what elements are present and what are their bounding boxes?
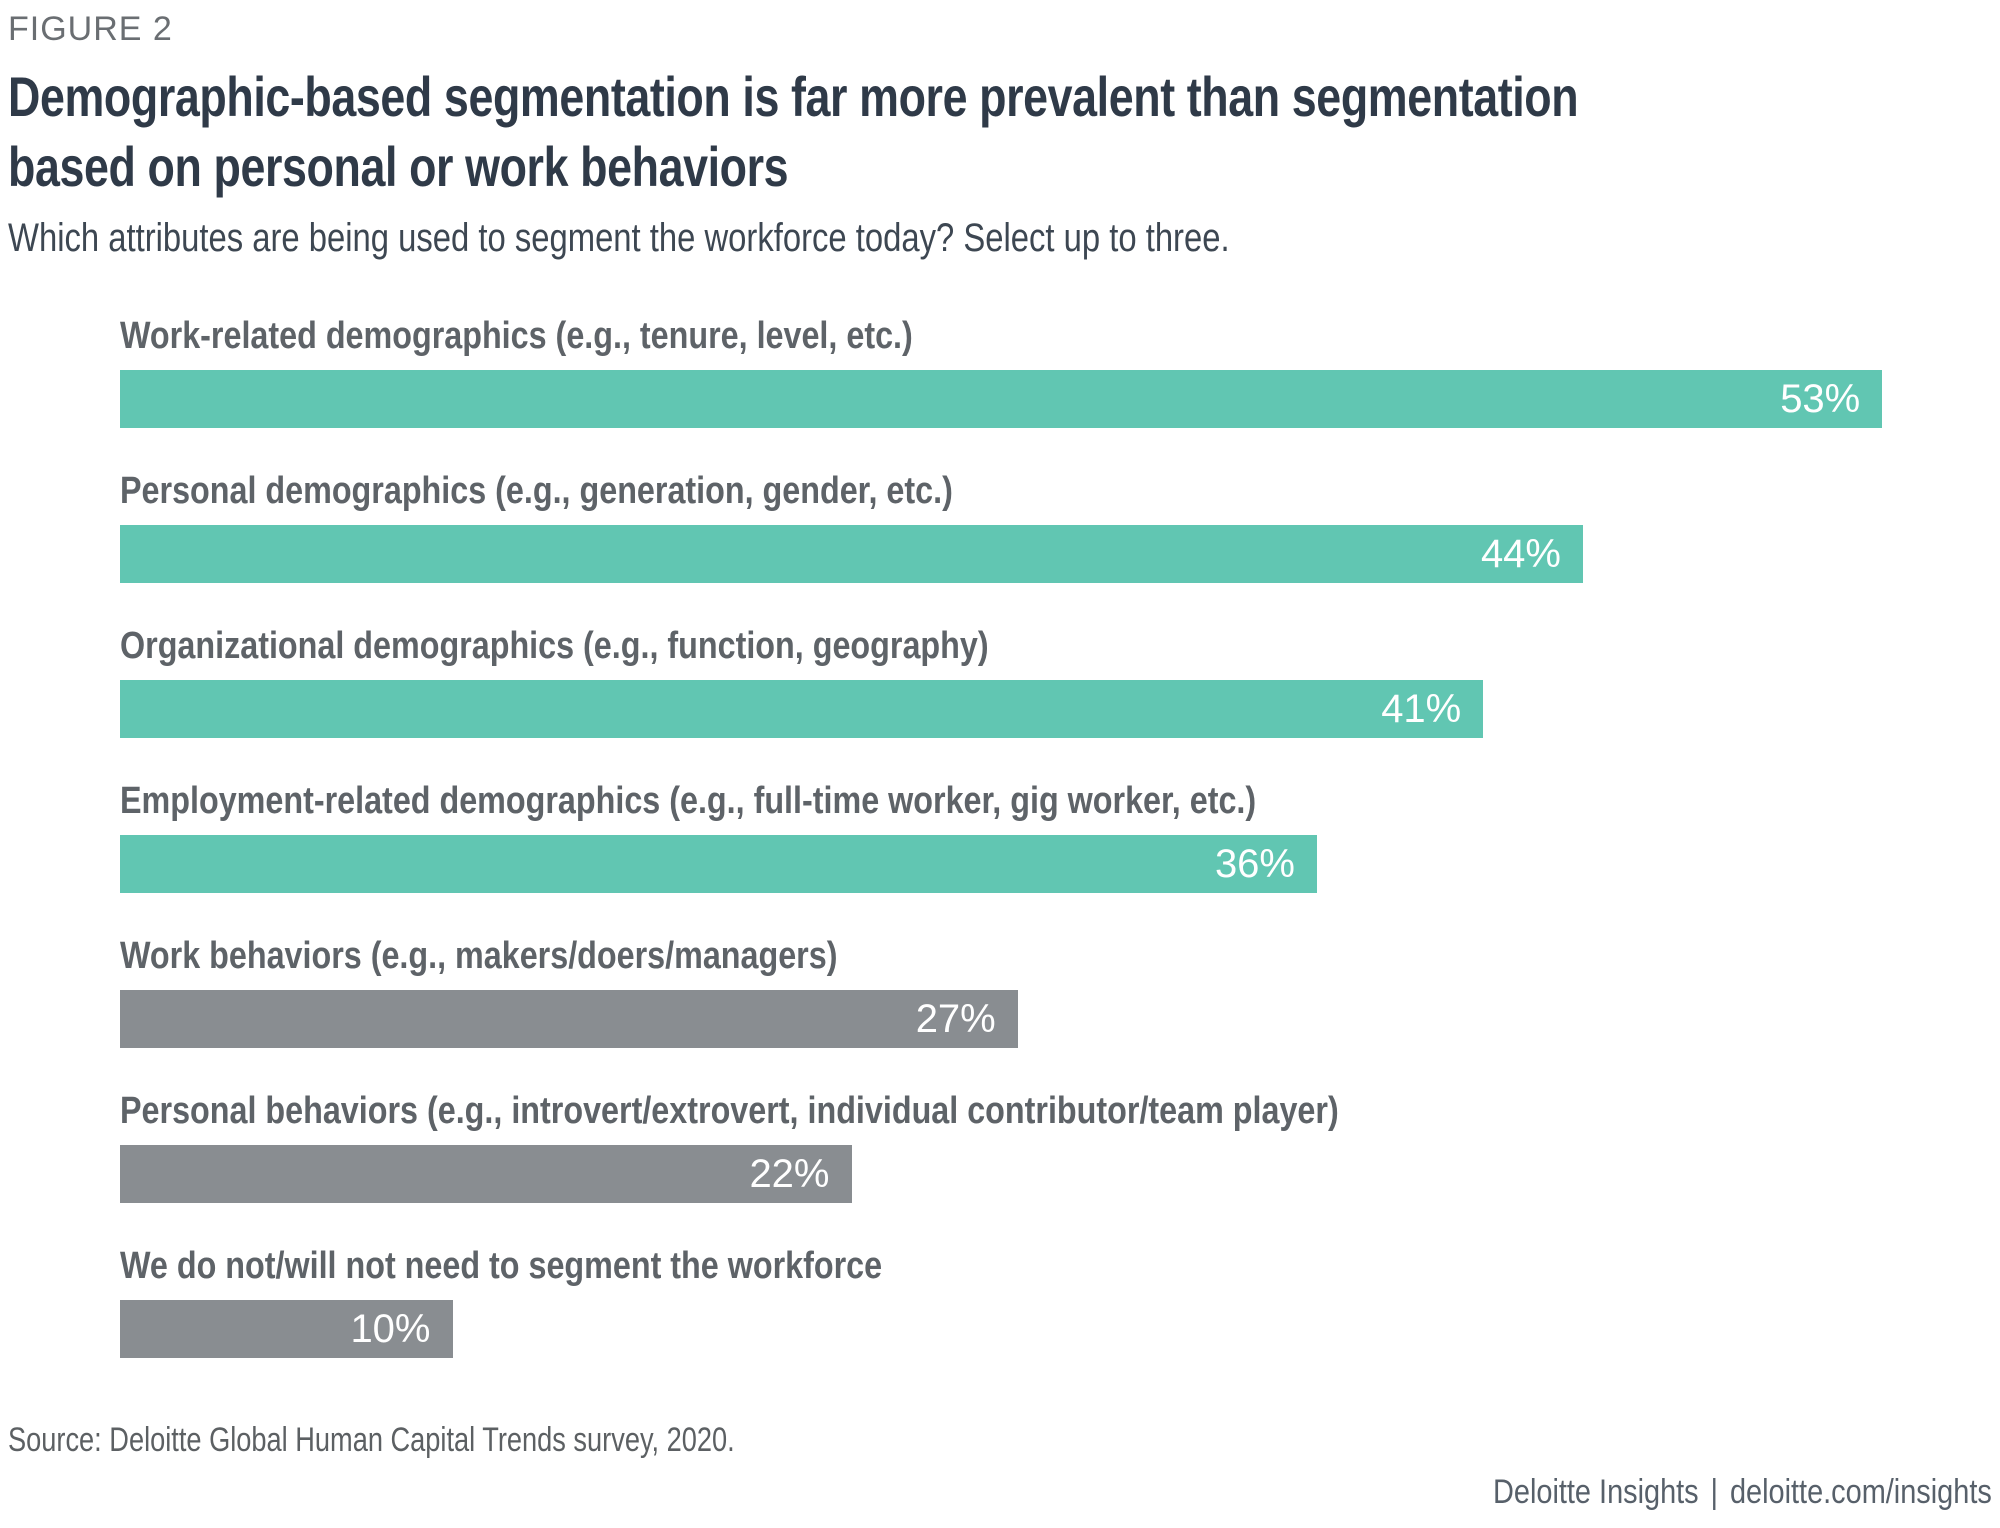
footer-separator: | <box>1710 1473 1719 1511</box>
figure-label: FIGURE 2 <box>8 10 173 48</box>
horizontal-bar-chart: Work-related demographics (e.g., tenure,… <box>120 314 1920 1358</box>
bar-row: Organizational demographics (e.g., funct… <box>120 624 1920 738</box>
bar: 10% <box>120 1300 453 1358</box>
bar-row: We do not/will not need to segment the w… <box>120 1244 1920 1358</box>
page-title-line-1: Demographic-based segmentation is far mo… <box>8 65 1579 128</box>
bar-label: Work-related demographics (e.g., tenure,… <box>120 315 913 357</box>
bar-value-label: 10% <box>350 1307 431 1351</box>
bar-row: Personal behaviors (e.g., introvert/extr… <box>120 1089 1920 1203</box>
bar: 44% <box>120 525 1583 583</box>
bar-label: Organizational demographics (e.g., funct… <box>120 625 989 667</box>
bar-value-label: 44% <box>1480 532 1561 576</box>
bar-label: Employment-related demographics (e.g., f… <box>120 780 1257 822</box>
bar-row: Personal demographics (e.g., generation,… <box>120 469 1920 583</box>
bar-label: Personal behaviors (e.g., introvert/extr… <box>120 1090 1339 1132</box>
footer-url: deloitte.com/insights <box>1730 1473 1992 1511</box>
bar-row: Work behaviors (e.g., makers/doers/manag… <box>120 934 1920 1048</box>
bar-value-label: 36% <box>1214 842 1295 886</box>
bar: 53% <box>120 370 1883 428</box>
bar: 27% <box>120 990 1018 1048</box>
footer-brand: Deloitte Insights <box>1493 1473 1699 1511</box>
bar-label: Personal demographics (e.g., generation,… <box>120 470 953 512</box>
bar-row: Work-related demographics (e.g., tenure,… <box>120 314 1920 428</box>
bar: 41% <box>120 680 1484 738</box>
bar-label: We do not/will not need to segment the w… <box>120 1245 883 1287</box>
footer: Deloitte Insights | deloitte.com/insights <box>1493 1472 1992 1512</box>
bar-label: Work behaviors (e.g., makers/doers/manag… <box>120 935 838 977</box>
bar: 22% <box>120 1145 852 1203</box>
source-note: Source: Deloitte Global Human Capital Tr… <box>8 1421 735 1459</box>
bar: 36% <box>120 835 1317 893</box>
bar-row: Employment-related demographics (e.g., f… <box>120 779 1920 893</box>
bar-value-label: 27% <box>915 997 996 1041</box>
page-title: Demographic-based segmentation is far mo… <box>8 62 1992 202</box>
bar-value-label: 53% <box>1780 377 1861 421</box>
bar-value-label: 22% <box>749 1152 830 1196</box>
survey-question-subtitle: Which attributes are being used to segme… <box>8 216 1230 260</box>
page-title-line-2: based on personal or work behaviors <box>8 135 789 198</box>
bar-value-label: 41% <box>1381 687 1462 731</box>
